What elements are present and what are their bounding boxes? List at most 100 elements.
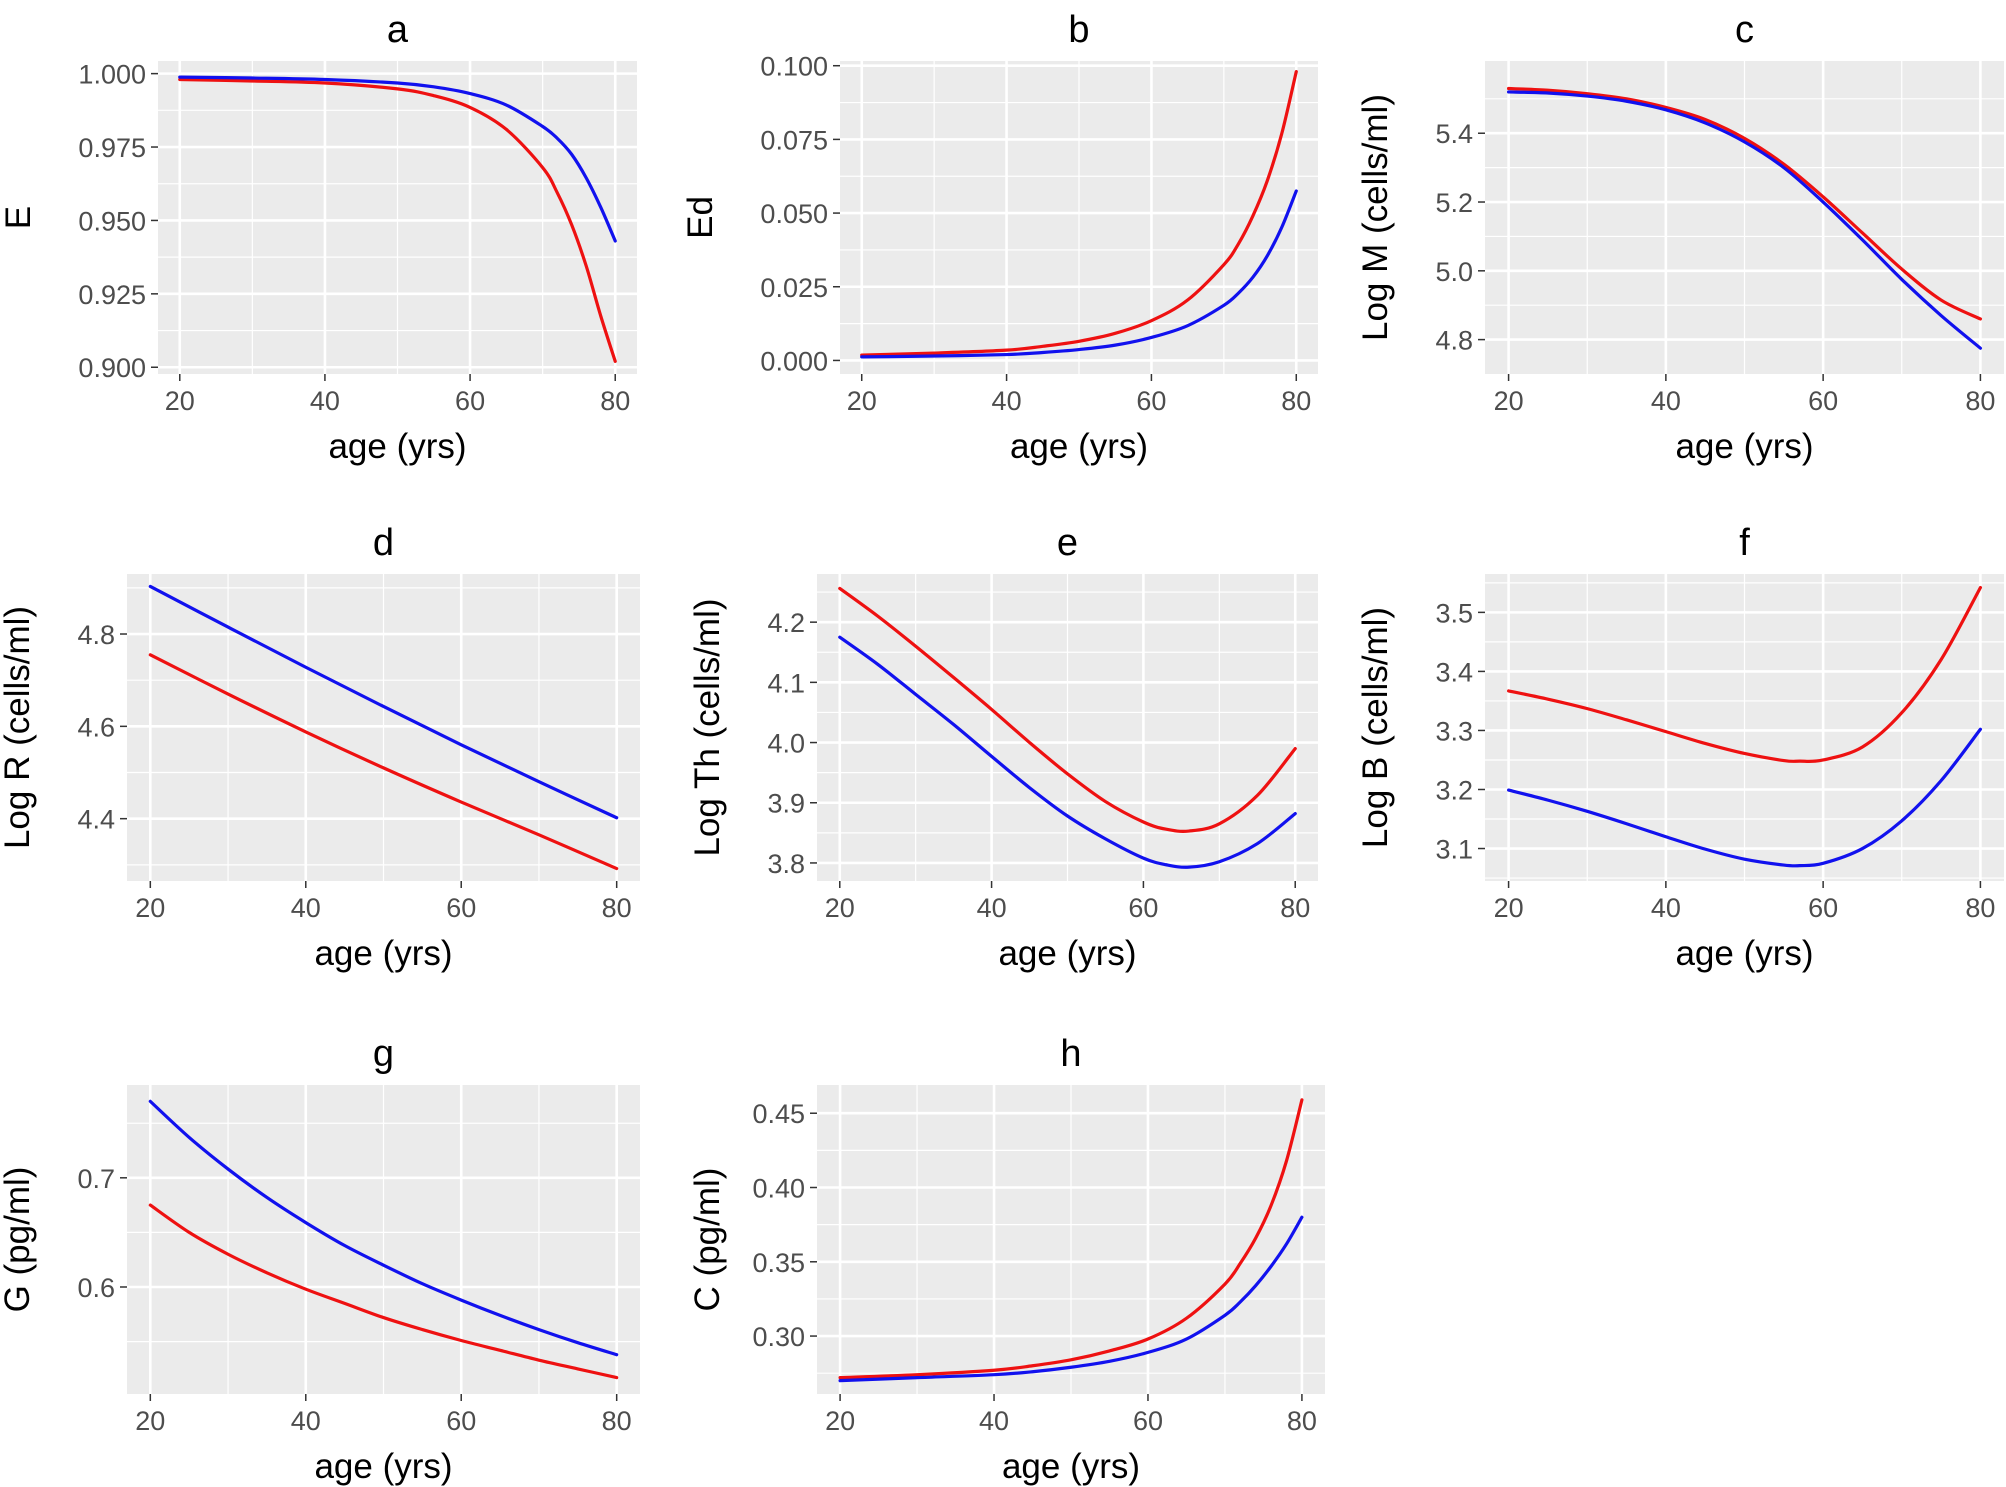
- panel-c-chart: 20 40 60 80 4.8 5.0 5.2 5.4 c age (yrs) Log M (cel…: [1356, 9, 2004, 466]
- series-line-blue: [148, 1099, 619, 1357]
- x-tick-label: 80: [602, 1406, 632, 1436]
- y-tick-label: 3.5: [1435, 598, 1473, 628]
- y-tick-label: 5.4: [1435, 119, 1473, 149]
- x-tick-label: 20: [1494, 386, 1524, 416]
- panel-title: g: [373, 1033, 394, 1075]
- x-tick-label: 80: [1280, 893, 1310, 923]
- y-axis-title: C (pg/ml): [688, 1168, 727, 1312]
- x-tick-label: 20: [825, 1406, 855, 1436]
- y-tick-label: 0.6: [77, 1273, 115, 1303]
- y-tick-label: 4.8: [1435, 326, 1473, 356]
- x-axis-title: age (yrs): [1010, 427, 1148, 466]
- y-axis-title: G (pg/ml): [0, 1167, 37, 1313]
- y-tick-label: 0.975: [78, 133, 146, 163]
- x-tick-label: 20: [1494, 893, 1524, 923]
- x-axis-title: age (yrs): [314, 1447, 452, 1486]
- series-line-blue: [1506, 90, 1983, 350]
- x-tick-label: 40: [992, 386, 1022, 416]
- y-tick-label: 4.2: [767, 608, 805, 638]
- series-line-blue: [178, 75, 617, 243]
- y-axis-title: Ed: [681, 196, 720, 239]
- x-tick-label: 40: [291, 893, 321, 923]
- series-line-blue: [838, 1215, 1304, 1383]
- panel-title: h: [1060, 1033, 1081, 1075]
- series-line-blue: [1506, 727, 1983, 868]
- series-line-red: [860, 70, 1298, 357]
- x-tick-label: 40: [1651, 893, 1681, 923]
- panel-a-chart: 20 40 60 80 0.900 0.925 0.950 0.975 1.000 a age (y…: [0, 9, 637, 466]
- series-line-red: [838, 586, 1297, 833]
- y-tick-label: 3.1: [1435, 835, 1473, 865]
- series-line-red: [148, 653, 619, 871]
- panel-title: f: [1739, 522, 1750, 564]
- y-tick-label: 0.075: [760, 125, 828, 155]
- panel-title: c: [1735, 9, 1754, 51]
- x-tick-label: 60: [1133, 1406, 1163, 1436]
- y-tick-label: 3.4: [1435, 657, 1473, 687]
- y-tick-label: 0.30: [752, 1322, 805, 1352]
- series-line-blue: [838, 635, 1297, 869]
- x-axis-title: age (yrs): [998, 934, 1136, 973]
- y-tick-label: 0.900: [78, 353, 146, 383]
- x-tick-label: 40: [1651, 386, 1681, 416]
- panel-title: e: [1057, 522, 1078, 564]
- x-tick-label: 60: [1808, 893, 1838, 923]
- series-line-blue: [860, 189, 1298, 359]
- y-tick-label: 0.7: [77, 1164, 115, 1194]
- x-tick-label: 40: [310, 386, 340, 416]
- panel-h-chart: 20 40 60 80 0.30 0.35 0.40 0.45 h age (yrs) C (pg/…: [688, 1033, 1325, 1486]
- y-tick-label: 5.2: [1435, 188, 1473, 218]
- y-tick-label: 4.6: [77, 712, 115, 742]
- series-line-red: [1506, 585, 1983, 764]
- panel-title: a: [387, 9, 409, 51]
- x-tick-label: 80: [1965, 893, 1995, 923]
- x-tick-label: 20: [135, 893, 165, 923]
- y-tick-label: 3.9: [767, 789, 805, 819]
- y-tick-label: 0.100: [760, 52, 828, 82]
- x-tick-label: 60: [1128, 893, 1158, 923]
- y-tick-label: 1.000: [78, 60, 146, 90]
- x-tick-label: 80: [1281, 386, 1311, 416]
- y-axis-title: Log R (cells/ml): [0, 606, 37, 849]
- y-tick-label: 4.0: [767, 729, 805, 759]
- y-tick-label: 0.925: [78, 280, 146, 310]
- y-tick-label: 5.0: [1435, 257, 1473, 287]
- panel-title: d: [373, 522, 394, 564]
- y-tick-label: 0.050: [760, 199, 828, 229]
- y-tick-label: 3.2: [1435, 775, 1473, 805]
- y-tick-label: 4.4: [77, 805, 115, 835]
- x-tick-label: 20: [847, 386, 877, 416]
- y-tick-label: 4.1: [767, 668, 805, 698]
- y-tick-label: 0.950: [78, 206, 146, 236]
- series-line-red: [178, 77, 617, 363]
- x-axis-title: age (yrs): [1675, 427, 1813, 466]
- x-tick-label: 40: [979, 1406, 1009, 1436]
- y-axis-title: Log M (cells/ml): [1356, 94, 1395, 341]
- y-tick-label: 3.8: [767, 849, 805, 879]
- x-tick-label: 80: [1965, 386, 1995, 416]
- y-tick-label: 0.000: [760, 346, 828, 376]
- y-axis-title: E: [0, 206, 38, 229]
- x-tick-label: 80: [602, 893, 632, 923]
- y-tick-label: 0.025: [760, 273, 828, 303]
- series-line-red: [1506, 86, 1983, 321]
- series-line-blue: [148, 584, 619, 820]
- x-tick-label: 60: [1808, 386, 1838, 416]
- x-axis-title: age (yrs): [1675, 934, 1813, 973]
- y-tick-label: 3.3: [1435, 716, 1473, 746]
- x-tick-label: 60: [455, 386, 485, 416]
- x-tick-label: 60: [446, 1406, 476, 1436]
- y-axis-title: Log B (cells/ml): [1356, 607, 1395, 848]
- x-tick-label: 20: [165, 386, 195, 416]
- x-tick-label: 40: [977, 893, 1007, 923]
- x-tick-label: 80: [1287, 1406, 1317, 1436]
- x-axis-title: age (yrs): [1002, 1447, 1140, 1486]
- x-tick-label: 60: [446, 893, 476, 923]
- x-tick-label: 80: [600, 386, 630, 416]
- x-axis-title: age (yrs): [328, 427, 466, 466]
- panel-b-chart: 20 40 60 80 0.000 0.025 0.050 0.075 0.100 b age (y…: [681, 9, 1318, 466]
- x-tick-label: 60: [1136, 386, 1166, 416]
- y-tick-label: 4.8: [77, 620, 115, 650]
- y-tick-label: 0.40: [752, 1174, 805, 1204]
